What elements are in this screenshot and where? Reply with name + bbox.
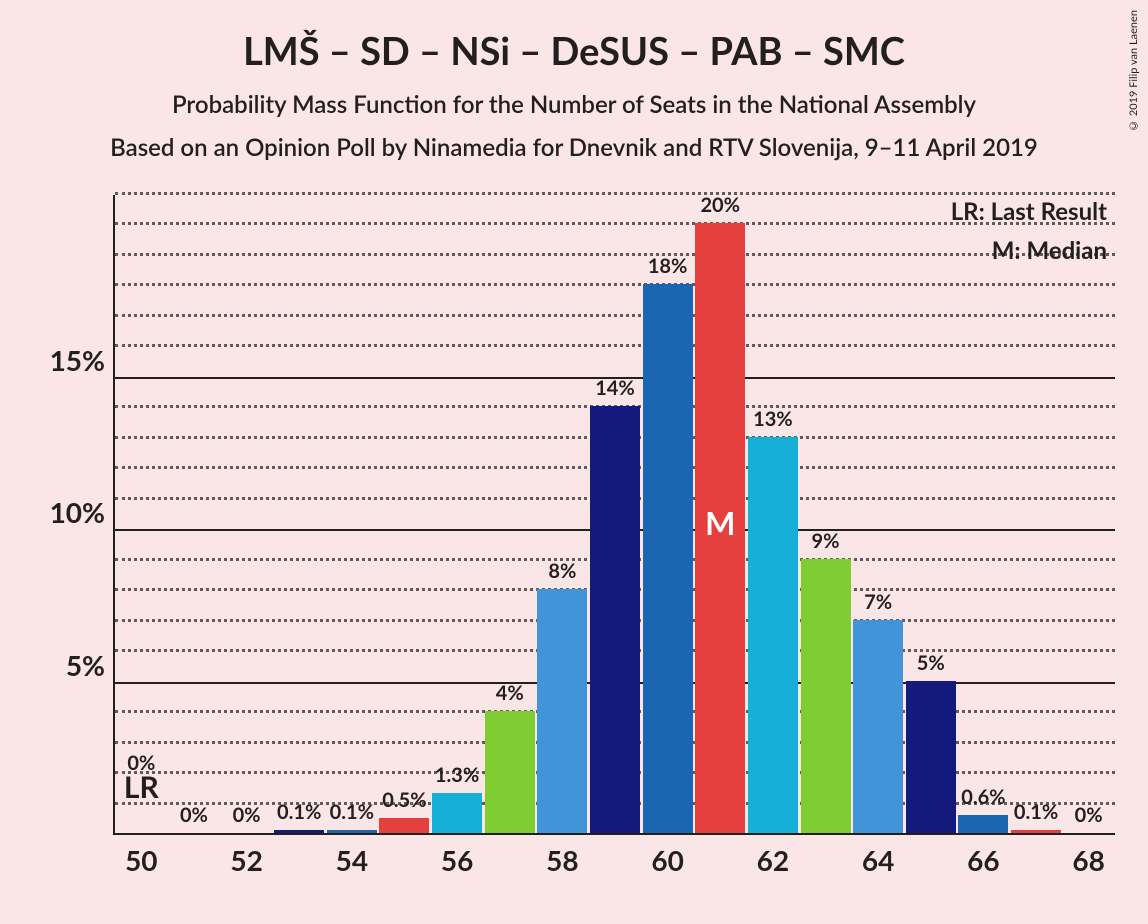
bar-value-label: 20% [700,193,740,217]
bar-value-label: 0% [233,803,261,827]
x-axis-label: 66 [967,843,999,877]
copyright-text: © 2019 Filip van Laenen [1127,10,1140,132]
bar [748,437,798,833]
grid-minor [115,192,1115,195]
bar-value-label: 0.6% [961,785,1005,809]
bar-value-label: 0% [180,803,208,827]
bar-value-label: 14% [595,376,635,400]
grid-minor [115,314,1115,317]
bar-value-label: 13% [753,407,793,431]
median-marker: M [705,503,735,542]
bar-value-label: 4% [496,681,524,705]
chart-subtitle-2: Based on an Opinion Poll by Ninamedia fo… [0,133,1148,162]
bar-value-label: 0.1% [277,800,321,824]
x-axis-label: 62 [757,843,789,877]
bar [379,818,429,833]
chart-subtitle-1: Probability Mass Function for the Number… [0,90,1148,119]
bar-value-label: 0.5% [382,788,426,812]
bar [590,406,640,833]
bar [906,681,956,833]
x-axis-label: 68 [1072,843,1104,877]
x-axis-label: 58 [546,843,578,877]
x-axis-label: 60 [651,843,683,877]
bar-value-label: 18% [648,254,688,278]
bar [958,815,1008,833]
bar [432,793,482,833]
x-axis-label: 52 [230,843,262,877]
bar-value-label: 0.1% [1014,800,1058,824]
grid-minor [115,253,1115,256]
bar-value-label: 7% [864,590,892,614]
bar [485,711,535,833]
x-axis-label: 64 [862,843,894,877]
bar [537,589,587,833]
bar-value-label: 9% [812,529,840,553]
x-axis-label: 50 [125,843,157,877]
bar [801,559,851,833]
bar [853,620,903,833]
y-axis-label: 10% [50,495,105,529]
plot-region: 0% 0% 0% 0.1% 0.1% 0.5% 1.3% 4% 8% 14% 18% 20% 13% 9%… [115,195,1115,835]
x-axis-label: 56 [441,843,473,877]
grid-minor [115,283,1115,286]
grid-minor [115,344,1115,347]
bar-value-label: 0% [1075,803,1103,827]
bar-value-label: 1.3% [435,763,479,787]
x-axis [113,833,1115,835]
y-axis-label: 5% [66,648,105,682]
y-axis [113,195,115,835]
chart-area: LR: Last Result M: Median 0%0%0%0.1%0.1%… [115,195,1115,835]
chart-title: LMŠ – SD – NSi – DeSUS – PAB – SMC [0,0,1148,74]
bar-value-label: 8% [548,559,576,583]
bar-value-label: 5% [917,651,945,675]
bar [643,284,693,833]
x-axis-label: 54 [336,843,368,877]
lr-marker: LR [124,769,159,805]
y-axis-label: 15% [50,343,105,377]
bar-value-label: 0.1% [330,800,374,824]
grid-minor [115,222,1115,225]
